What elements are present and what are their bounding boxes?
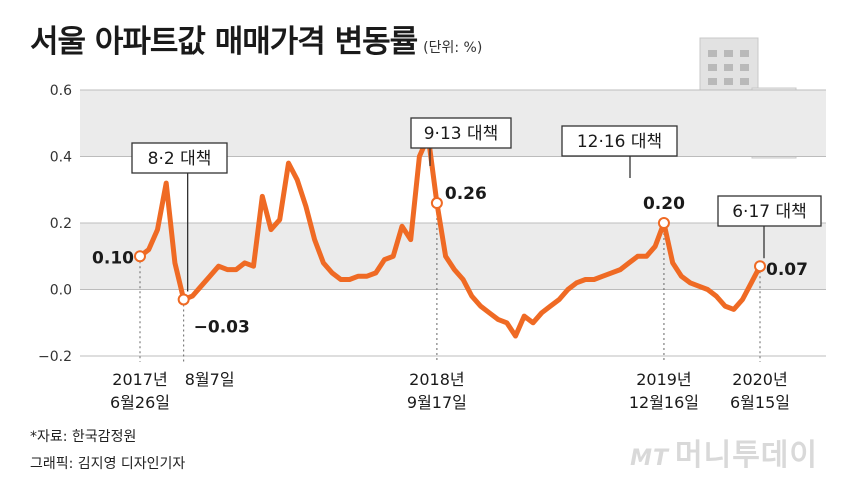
building-window [724, 78, 733, 85]
data-point-marker [177, 293, 190, 306]
source-note: *자료: 한국감정원 [30, 429, 137, 445]
y-tick-label: 0.4 [50, 150, 72, 166]
x-axis-year-label: 2019년 [636, 370, 691, 389]
data-label-12-16: 0.20 [643, 194, 685, 214]
callout-box [561, 125, 678, 157]
building-window [740, 64, 749, 71]
watermark-name: 머니투데이 [675, 438, 818, 473]
x-axis-year-label: 2020년 [732, 370, 787, 389]
data-point-marker [430, 197, 443, 210]
x-axis-year-label: 2017년 [112, 370, 167, 389]
building-window [724, 50, 733, 57]
callout-9-13: 9·13 대책 [410, 117, 512, 166]
x-axis-day-label: 6월15일 [730, 393, 790, 412]
callout-6-17: 6·17 대책 [717, 195, 822, 259]
data-label-start: 0.10 [92, 248, 134, 268]
y-tick-label: −0.2 [38, 349, 72, 365]
data-point-marker [134, 250, 146, 263]
callout-box [410, 117, 512, 149]
callout-8-2: 8·2 대책 [131, 142, 228, 292]
y-tick-label: 0.2 [50, 216, 72, 232]
watermark-mt: MT [630, 446, 669, 471]
data-label-6-17: 0.07 [766, 260, 808, 280]
callout-box [131, 142, 228, 174]
chart-title: 서울 아파트값 매매가격 변동률 [30, 24, 418, 60]
series-line [137, 134, 763, 339]
callout-box [717, 195, 822, 227]
x-axis-year-label: 2018년 [409, 370, 464, 389]
building-window [740, 78, 749, 85]
unit-label: (단위: %) [423, 40, 483, 56]
callout-label: 8·2 대책 [148, 149, 212, 169]
data-label-9-13: 0.26 [445, 184, 487, 204]
building-window [708, 78, 717, 85]
x-axis-day-label: 6월26일 [110, 393, 170, 412]
callout-12-16: 12·16 대책 [561, 125, 678, 178]
x-axis-day-label: 12월16일 [629, 393, 699, 412]
graphic-credit: 그래픽: 김지영 디자인기자 [30, 456, 186, 472]
data-point-marker [657, 217, 670, 229]
data-label-8-2: −0.03 [194, 317, 250, 337]
y-tick-label: 0.6 [50, 83, 72, 99]
x-axis-day-label: 8월7일 [185, 370, 235, 389]
chart-band [80, 223, 826, 290]
callout-label: 6·17 대책 [732, 202, 807, 222]
publisher-watermark: MT 머니투데이 [630, 430, 818, 474]
data-point-marker [754, 260, 766, 273]
x-axis-day-label: 9월17일 [407, 393, 467, 412]
callout-label: 12·16 대책 [577, 132, 662, 152]
building-window [708, 50, 717, 57]
building-window [724, 64, 733, 71]
building-window [740, 50, 749, 57]
title-block: 서울 아파트값 매매가격 변동률 (단위: %) [30, 16, 482, 61]
y-tick-label: 0.0 [50, 283, 72, 299]
building-window [708, 64, 717, 71]
callout-label: 9·13 대책 [424, 124, 499, 144]
